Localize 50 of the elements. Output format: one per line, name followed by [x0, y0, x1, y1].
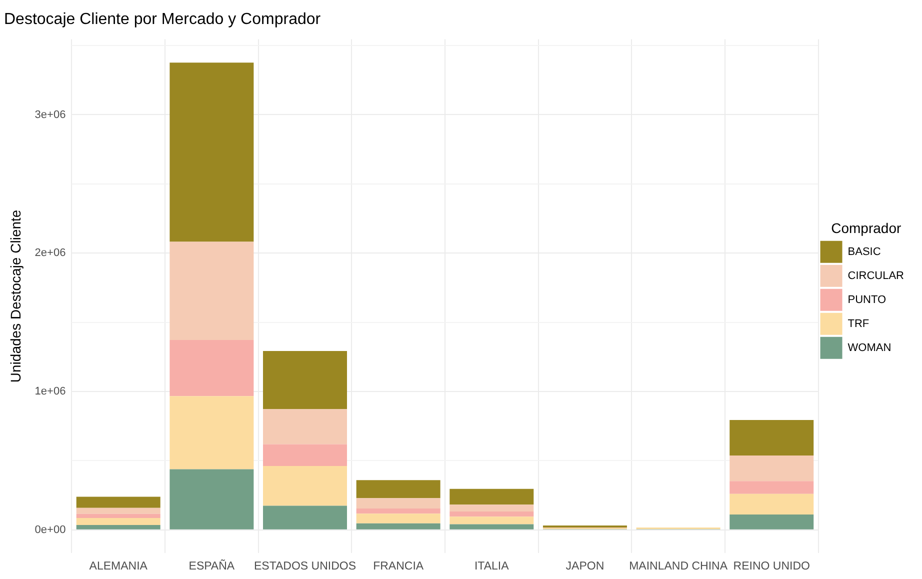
bar	[263, 444, 347, 466]
bar	[730, 494, 814, 514]
y-axis-title: Unidades Destocaje Cliente	[7, 210, 24, 383]
legend-label: WOMAN	[848, 342, 892, 354]
bar	[450, 488, 534, 505]
bar	[730, 481, 814, 494]
bar	[356, 523, 440, 530]
x-tick-label: JAPON	[566, 560, 604, 572]
bar	[730, 456, 814, 482]
bar	[450, 516, 534, 524]
bar	[263, 409, 347, 444]
bar	[76, 508, 160, 514]
bar	[730, 420, 814, 456]
y-tick-label: 2e+06	[34, 247, 66, 260]
legend-label: CIRCULAR	[848, 270, 904, 282]
bar	[450, 512, 534, 517]
bar	[263, 351, 347, 410]
bar	[170, 242, 254, 340]
bar	[356, 514, 440, 524]
bar	[170, 62, 254, 242]
bar	[263, 506, 347, 530]
x-tick-label: MAINLAND CHINA	[629, 560, 728, 572]
bar	[170, 469, 254, 530]
bar	[730, 514, 814, 530]
legend-title: Comprador	[831, 220, 902, 236]
legend-label: BASIC	[848, 246, 881, 258]
legend-label: TRF	[848, 318, 870, 330]
y-tick-label: 1e+06	[34, 385, 66, 398]
bar	[76, 496, 160, 508]
bar	[356, 508, 440, 514]
bar	[356, 498, 440, 509]
x-tick-label: ESPAÑA	[188, 558, 235, 572]
x-tick-label: ITALIA	[474, 560, 510, 572]
x-tick-label: REINO UNIDO	[733, 560, 810, 572]
bar	[76, 524, 160, 530]
x-tick-label: ESTADOS UNIDOS	[254, 560, 356, 572]
bar	[356, 480, 440, 498]
chart-title: Destocaje Cliente por Mercado y Comprador	[4, 11, 322, 28]
y-tick-label: 3e+06	[34, 108, 66, 121]
bar	[76, 514, 160, 518]
bar	[450, 524, 534, 530]
bar	[170, 340, 254, 396]
x-tick-label: ALEMANIA	[89, 560, 148, 572]
bar	[170, 396, 254, 470]
legend-label: PUNTO	[848, 294, 887, 306]
x-tick-label: FRANCIA	[373, 560, 424, 572]
bar	[450, 504, 534, 512]
bar	[76, 518, 160, 525]
y-tick-label: 0e+00	[34, 524, 66, 536]
bar	[263, 466, 347, 506]
